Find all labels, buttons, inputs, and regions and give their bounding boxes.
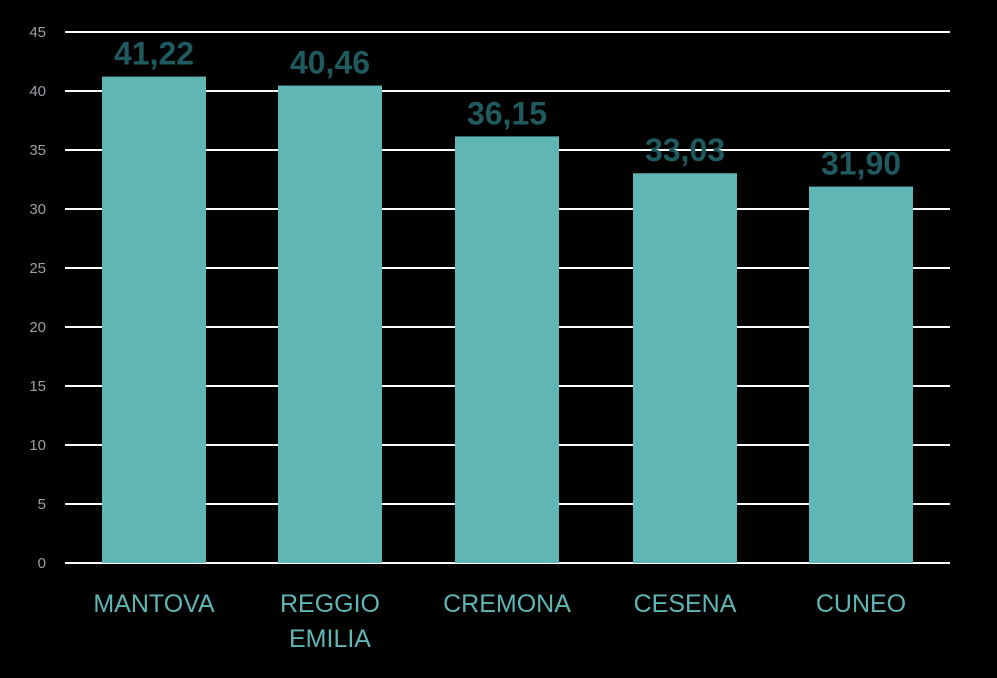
y-tick-label: 20	[29, 319, 46, 336]
x-axis-labels: MANTOVA REGGIO EMILIA CREMONA CESENA CUNEO	[93, 590, 906, 653]
y-tick-label: 30	[29, 201, 46, 218]
bar	[633, 173, 737, 563]
bar-value-label: 41,22	[114, 36, 194, 72]
bar	[102, 76, 206, 563]
bar	[455, 136, 559, 563]
y-tick-label: 10	[29, 437, 46, 454]
y-tick-label: 45	[29, 24, 46, 41]
x-category-label: REGGIO EMILIA	[280, 590, 380, 653]
y-tick-label: 35	[29, 142, 46, 159]
bar	[809, 186, 913, 563]
x-category-label: CESENA	[634, 590, 737, 618]
bar-value-label: 40,46	[290, 45, 370, 81]
x-category-label: MANTOVA	[93, 590, 215, 618]
x-category-label: CREMONA	[443, 590, 571, 618]
bar-value-label: 33,03	[645, 132, 725, 168]
y-tick-label: 5	[38, 496, 46, 513]
x-category-label: CUNEO	[816, 590, 906, 618]
bar-value-label: 31,90	[821, 146, 901, 182]
y-tick-label: 15	[29, 378, 46, 395]
bars	[102, 76, 913, 564]
y-tick-label: 40	[29, 83, 46, 100]
value-labels: 41,22 40,46 36,15 33,03 31,90	[114, 36, 901, 182]
bar	[278, 85, 382, 564]
y-axis-ticks: 0 5 10 15 20 25 30 35 40 45	[29, 24, 46, 572]
bar-value-label: 36,15	[467, 95, 547, 131]
y-tick-label: 0	[38, 555, 46, 572]
y-tick-label: 25	[29, 260, 46, 277]
